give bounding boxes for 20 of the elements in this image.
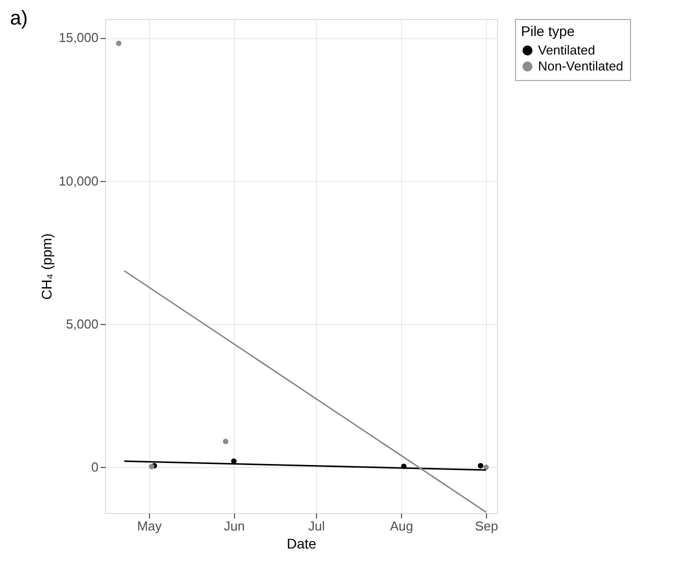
point (148, 464, 154, 470)
legend-title: Pile type (521, 23, 575, 39)
x-tick-label: Aug (390, 518, 414, 534)
y-tick-label: 0 (91, 460, 98, 475)
legend-label: Non-Ventilated (538, 58, 624, 74)
x-tick-label: Jun (224, 518, 245, 534)
x-tick-label: May (137, 518, 162, 534)
y-tick-label: 15,000 (58, 30, 98, 46)
point (478, 463, 484, 468)
point (116, 40, 122, 46)
legend-label: Ventilated (538, 42, 596, 58)
y-tick-label: 10,000 (58, 173, 98, 188)
x-tick-label: Sep (474, 518, 498, 534)
y-axis-title: CH₄ (ppm) (38, 233, 55, 300)
x-tick-label: Jul (308, 518, 325, 534)
point (483, 464, 489, 470)
chart-title: a) (10, 8, 28, 30)
point (222, 438, 228, 444)
y-tick-label: 5,000 (66, 316, 98, 332)
x-axis-title: Date (286, 536, 316, 552)
